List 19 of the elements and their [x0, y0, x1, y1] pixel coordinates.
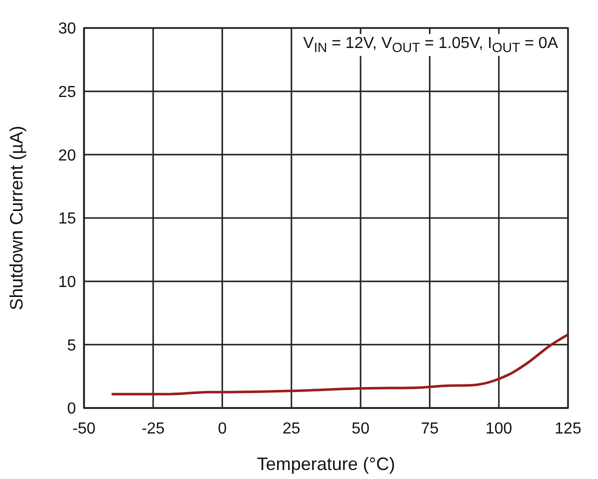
x-tick-label: 25 — [282, 420, 300, 438]
y-tick-label: 5 — [67, 337, 76, 354]
y-tick-label: 25 — [58, 84, 76, 102]
x-tick-label: 0 — [218, 420, 227, 438]
y-tick-label: 0 — [67, 400, 76, 418]
x-tick-label: 125 — [554, 420, 582, 438]
x-tick-label: -50 — [72, 420, 96, 438]
x-axis-title: Temperature (°C) — [256, 454, 396, 474]
y-tick-label: 30 — [58, 20, 76, 38]
y-tick-label: 15 — [58, 210, 76, 228]
y-tick-label: 10 — [58, 274, 76, 292]
x-tick-label: -25 — [142, 420, 165, 438]
y-axis-title: Shutdown Current (µA) — [6, 126, 26, 310]
x-tick-label: 100 — [486, 420, 512, 438]
y-tick-label: 20 — [58, 147, 76, 164]
x-tick-label: 75 — [420, 420, 439, 438]
line-series — [110, 333, 568, 396]
x-tick-label: 50 — [352, 420, 370, 438]
annotation: V$_{IN}$ = 12V, V$_{OUT}$ = 1.05V, I$_{OUT}$ = 0A — [299, 34, 562, 56]
